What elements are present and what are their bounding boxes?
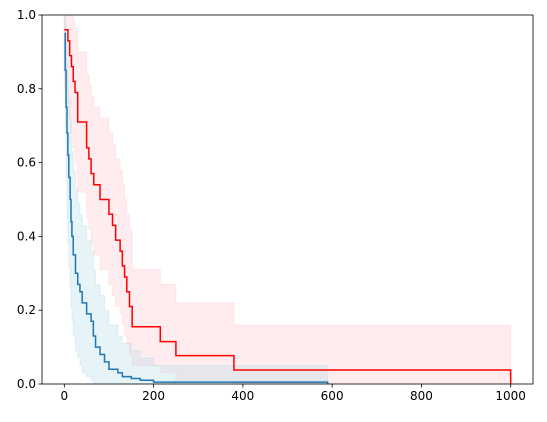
plot-area [63, 14, 512, 385]
y-tick-label: 1.0 [17, 8, 36, 22]
y-tick-label: 0.6 [17, 156, 36, 170]
survival-line [64, 32, 329, 384]
y-tick-label: 0.8 [17, 82, 36, 96]
axes-frame [41, 14, 534, 385]
x-tick-label: 0 [60, 389, 68, 403]
y-tick-label: 0.4 [17, 229, 36, 243]
x-tick-label: 400 [231, 389, 254, 403]
y-tick-label: 0.2 [17, 303, 36, 317]
confidence-band [63, 14, 512, 385]
confidence-band [63, 14, 329, 385]
survival-line [64, 29, 512, 384]
x-tick-label: 600 [321, 389, 344, 403]
y-tick-label: 0.0 [17, 377, 36, 391]
x-tick-label: 200 [142, 389, 165, 403]
x-tick-label: 1000 [495, 389, 526, 403]
x-tick-label: 800 [410, 389, 433, 403]
